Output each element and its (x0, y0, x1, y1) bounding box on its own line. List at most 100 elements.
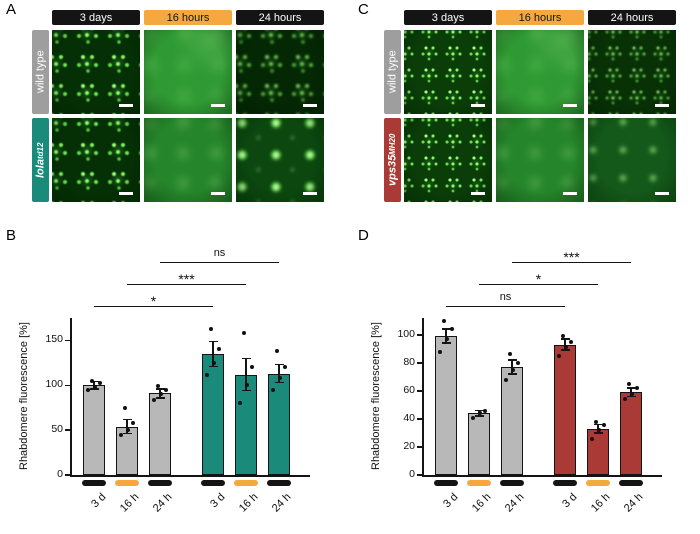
data-point (508, 352, 512, 357)
fluorescence-image (236, 118, 324, 202)
data-point (152, 397, 156, 402)
bar (554, 344, 576, 475)
panel-a-header-24hours: 24 hours (236, 10, 324, 25)
significance-line (512, 262, 631, 264)
data-point (275, 349, 279, 354)
y-tick-label: 80 (403, 355, 415, 368)
panel-c-header-3days: 3 days (404, 10, 492, 25)
micrograph-a-wildtype-24hours (236, 30, 324, 114)
x-tick-marker (434, 480, 458, 486)
y-tick-label: 100 (397, 327, 415, 340)
data-point (238, 401, 242, 406)
panel-a-header-3days: 3 days (52, 10, 140, 25)
y-tick (417, 390, 422, 392)
x-tick-marker (115, 480, 139, 486)
x-tick-marker (267, 480, 291, 486)
significance-line (446, 306, 565, 308)
data-point (438, 349, 442, 354)
x-tick-marker (201, 480, 225, 486)
rowlabel-text: lola (34, 158, 47, 178)
data-point (602, 422, 606, 427)
data-point (90, 378, 94, 383)
error-cap-top (155, 388, 165, 390)
bar (149, 393, 171, 475)
micrograph-a-wildtype-3days (52, 30, 140, 114)
scale-bar (563, 192, 577, 195)
bar (620, 392, 642, 475)
x-tick-marker (148, 480, 172, 486)
x-axis-line (422, 475, 662, 477)
panel-c-header-24hours: 24 hours (588, 10, 676, 25)
data-point (123, 405, 127, 410)
data-point (623, 397, 627, 402)
fluorescence-image (52, 30, 140, 114)
x-tick-marker (467, 480, 491, 486)
error-cap-top (593, 423, 603, 426)
data-point (242, 331, 246, 336)
data-point (511, 367, 515, 372)
y-tick (65, 474, 70, 476)
y-tick-label: 60 (403, 383, 415, 396)
y-axis-label: Rhabdomere fluorescence [%] (18, 322, 30, 471)
error-cap-top (474, 409, 484, 412)
data-point (561, 334, 565, 339)
significance-label: * (150, 293, 157, 309)
y-tick (417, 474, 422, 476)
error-bar (511, 360, 513, 375)
x-axis-line (70, 475, 310, 477)
data-point (478, 411, 482, 416)
y-tick-label: 20 (403, 439, 415, 452)
error-cap-bottom (122, 432, 132, 435)
micrograph-a-lola-16hours (144, 118, 232, 202)
error-bar (126, 419, 128, 434)
panel-b-letter: B (6, 227, 17, 244)
error-cap-top (122, 418, 132, 421)
fluorescence-image (588, 30, 676, 114)
y-tick (417, 362, 422, 364)
y-tick-label: 0 (409, 468, 415, 480)
scale-bar (119, 192, 133, 195)
data-point (250, 365, 254, 370)
micrograph-c-wildtype-3days (404, 30, 492, 114)
data-point (245, 383, 249, 388)
data-point (630, 391, 634, 396)
bar (587, 428, 609, 475)
data-point (271, 387, 275, 392)
data-point (98, 381, 102, 386)
fluorescence-image (588, 118, 676, 202)
y-tick (417, 446, 422, 448)
y-tick (65, 429, 70, 431)
panel-c-rowlabel-vps35: vps35 MH20 (384, 118, 401, 202)
error-cap-top (208, 340, 218, 343)
error-cap-bottom (593, 432, 603, 434)
error-cap-bottom (626, 395, 636, 398)
scale-bar (471, 192, 485, 195)
data-point (217, 347, 221, 352)
scale-bar (211, 104, 225, 107)
data-point (119, 432, 123, 437)
data-point (450, 327, 454, 332)
data-point (597, 428, 601, 433)
data-point (627, 381, 631, 386)
y-tick-label: 40 (403, 411, 415, 424)
error-cap-top (274, 363, 284, 366)
bar (202, 353, 224, 475)
y-tick-label: 100 (45, 378, 63, 391)
data-point (205, 372, 209, 377)
data-point (131, 420, 135, 425)
y-axis-line (70, 318, 72, 475)
x-tick-marker (82, 480, 106, 486)
significance-label: ns (499, 291, 512, 303)
y-tick (65, 384, 70, 387)
scale-bar (471, 104, 485, 107)
data-point (635, 386, 639, 391)
data-point (504, 377, 508, 382)
y-axis-label: Rhabdomere fluorescence [%] (370, 322, 382, 471)
bar (435, 336, 457, 475)
error-cap-bottom (208, 365, 218, 368)
y-tick (417, 418, 422, 420)
data-point (209, 326, 213, 331)
x-tick-marker (619, 480, 643, 486)
error-cap-top (441, 328, 451, 330)
